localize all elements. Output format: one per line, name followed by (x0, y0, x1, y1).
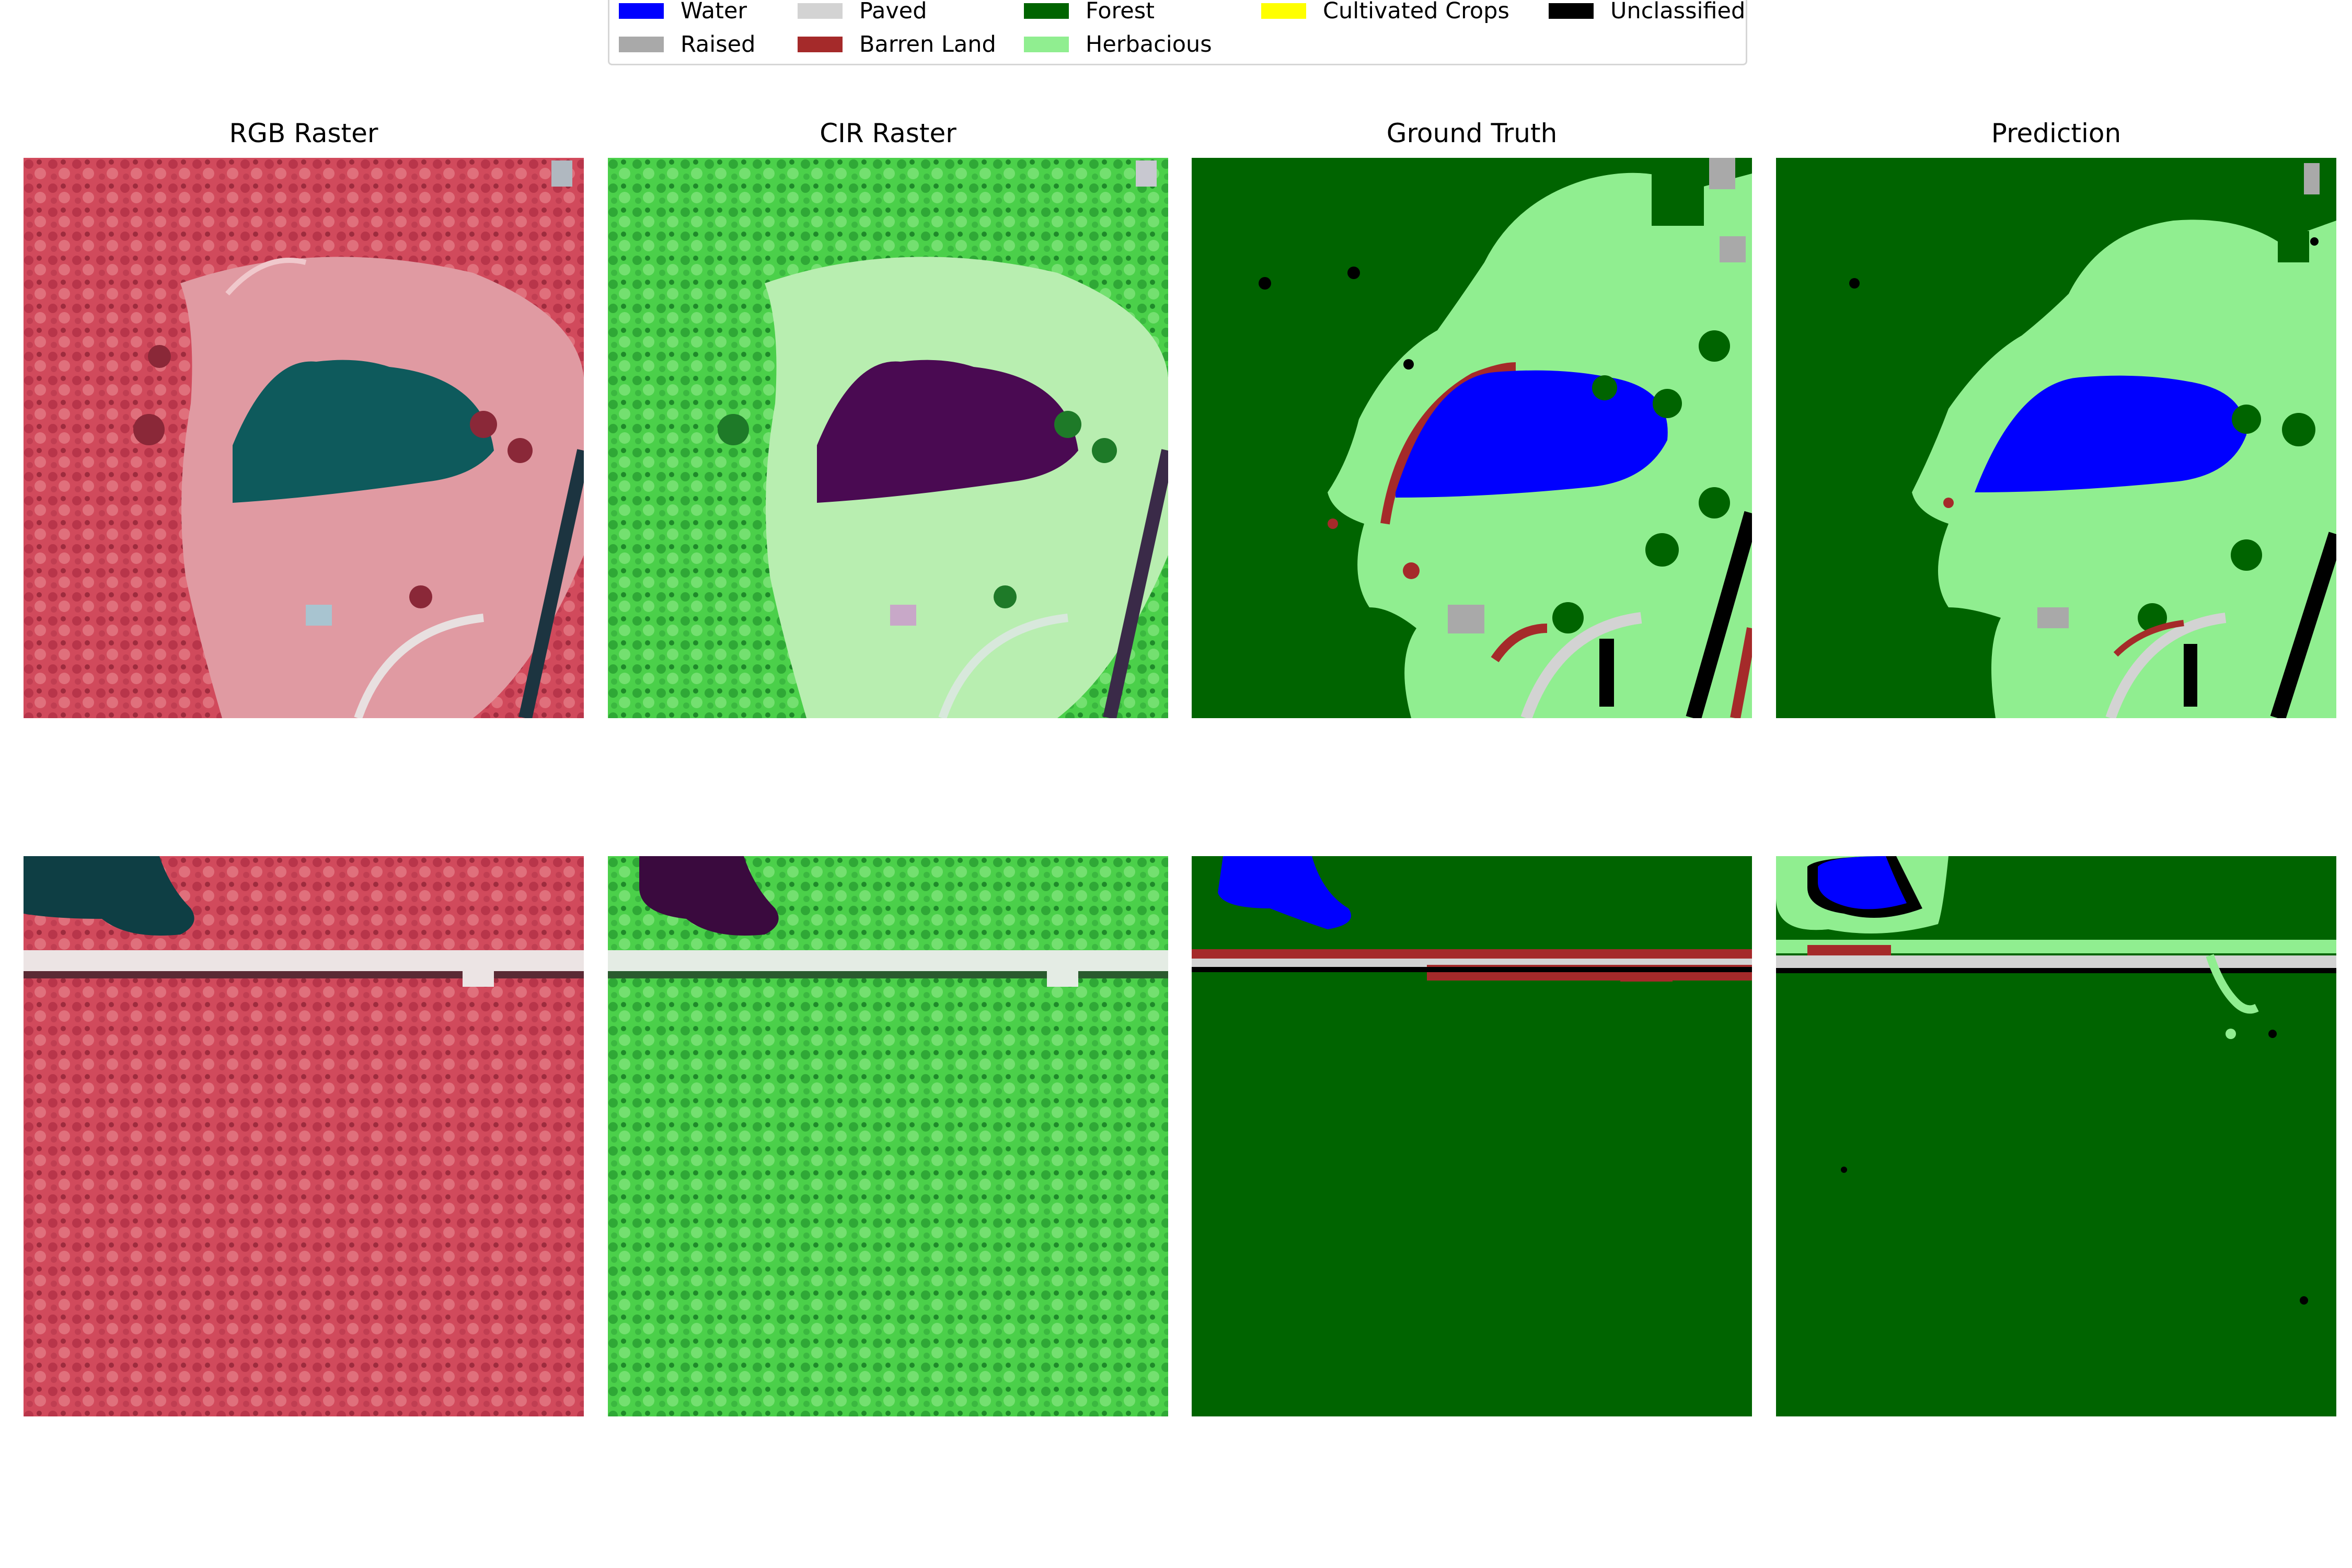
legend-swatch-herbacious (1024, 37, 1069, 52)
legend: Water Raised Paved Barren Land Forest He… (608, 0, 1747, 65)
legend-label-raised: Raised (681, 31, 756, 57)
legend-swatch-paved (798, 3, 843, 19)
legend-label-herbacious: Herbacious (1086, 31, 1212, 57)
legend-label-unclassified: Unclassified (1610, 0, 1746, 24)
legend-item-herbacious: Herbacious (1024, 29, 1212, 60)
legend-item-barren-land: Barren Land (798, 29, 996, 60)
title-prediction: Prediction (1991, 118, 2122, 148)
legend-item-raised: Raised (619, 29, 755, 60)
legend-label-paved: Paved (859, 0, 927, 24)
prediction-image-1 (1776, 158, 2336, 718)
legend-swatch-water (619, 3, 664, 19)
legend-label-cultivated-crops: Cultivated Crops (1323, 0, 1509, 24)
cir-raster-image-2 (608, 856, 1168, 1416)
legend-label-forest: Forest (1086, 0, 1155, 24)
ground-truth-image-1 (1192, 158, 1752, 718)
legend-label-water: Water (681, 0, 747, 24)
title-ground-truth: Ground Truth (1386, 118, 1558, 148)
legend-item-forest: Forest (1024, 0, 1155, 27)
ground-truth-image-2 (1192, 856, 1752, 1416)
legend-swatch-raised (619, 37, 664, 52)
rgb-raster-image-2 (24, 856, 584, 1416)
title-cir-raster: CIR Raster (820, 118, 956, 148)
legend-swatch-cultivated-crops (1261, 3, 1306, 19)
title-rgb-raster: RGB Raster (229, 118, 378, 148)
legend-item-paved: Paved (798, 0, 927, 27)
legend-label-barren-land: Barren Land (859, 31, 996, 57)
legend-swatch-unclassified (1549, 3, 1594, 19)
legend-item-water: Water (619, 0, 747, 27)
legend-swatch-forest (1024, 3, 1069, 19)
legend-item-unclassified: Unclassified (1549, 0, 1745, 27)
cir-raster-image-1 (608, 158, 1168, 718)
prediction-image-2 (1776, 856, 2336, 1416)
rgb-raster-image-1 (24, 158, 584, 718)
legend-swatch-barren-land (798, 37, 843, 52)
legend-item-cultivated-crops: Cultivated Crops (1261, 0, 1509, 27)
